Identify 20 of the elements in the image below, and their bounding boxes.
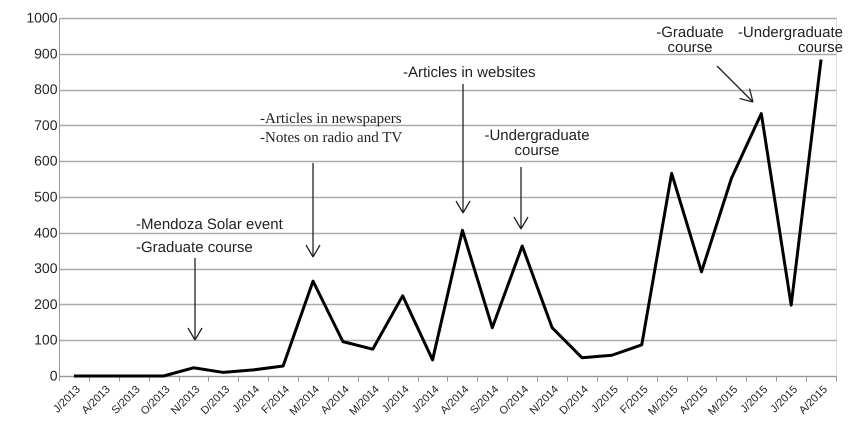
annotation: -Articles in newspapers (260, 111, 402, 127)
annotation: -Undergraduate course (484, 127, 590, 159)
y-tick-label: 500 (34, 188, 58, 204)
y-tick-label: 600 (34, 152, 58, 169)
annotation: -Mendoza Solar event (136, 216, 284, 233)
line-series (72, 58, 823, 378)
y-tick-label: 800 (34, 81, 58, 98)
annotation: -Articles in websites (403, 64, 536, 81)
annotation: -Undergraduate course (738, 24, 843, 56)
y-tick-label: 1000 (26, 10, 58, 26)
y-tick-label: 400 (34, 224, 58, 240)
y-tick-label: 100 (34, 332, 58, 348)
y-tick-label: 0 (50, 368, 58, 384)
y-tick-label: 700 (34, 116, 58, 133)
y-tick-label: 900 (34, 45, 58, 62)
y-tick-label: 200 (34, 296, 58, 312)
annotation: -Graduate course (136, 239, 253, 256)
annotation: -Graduate course (656, 24, 724, 56)
annotation: -Notes on radio and TV (260, 130, 402, 146)
y-tick-label: 300 (34, 260, 58, 276)
